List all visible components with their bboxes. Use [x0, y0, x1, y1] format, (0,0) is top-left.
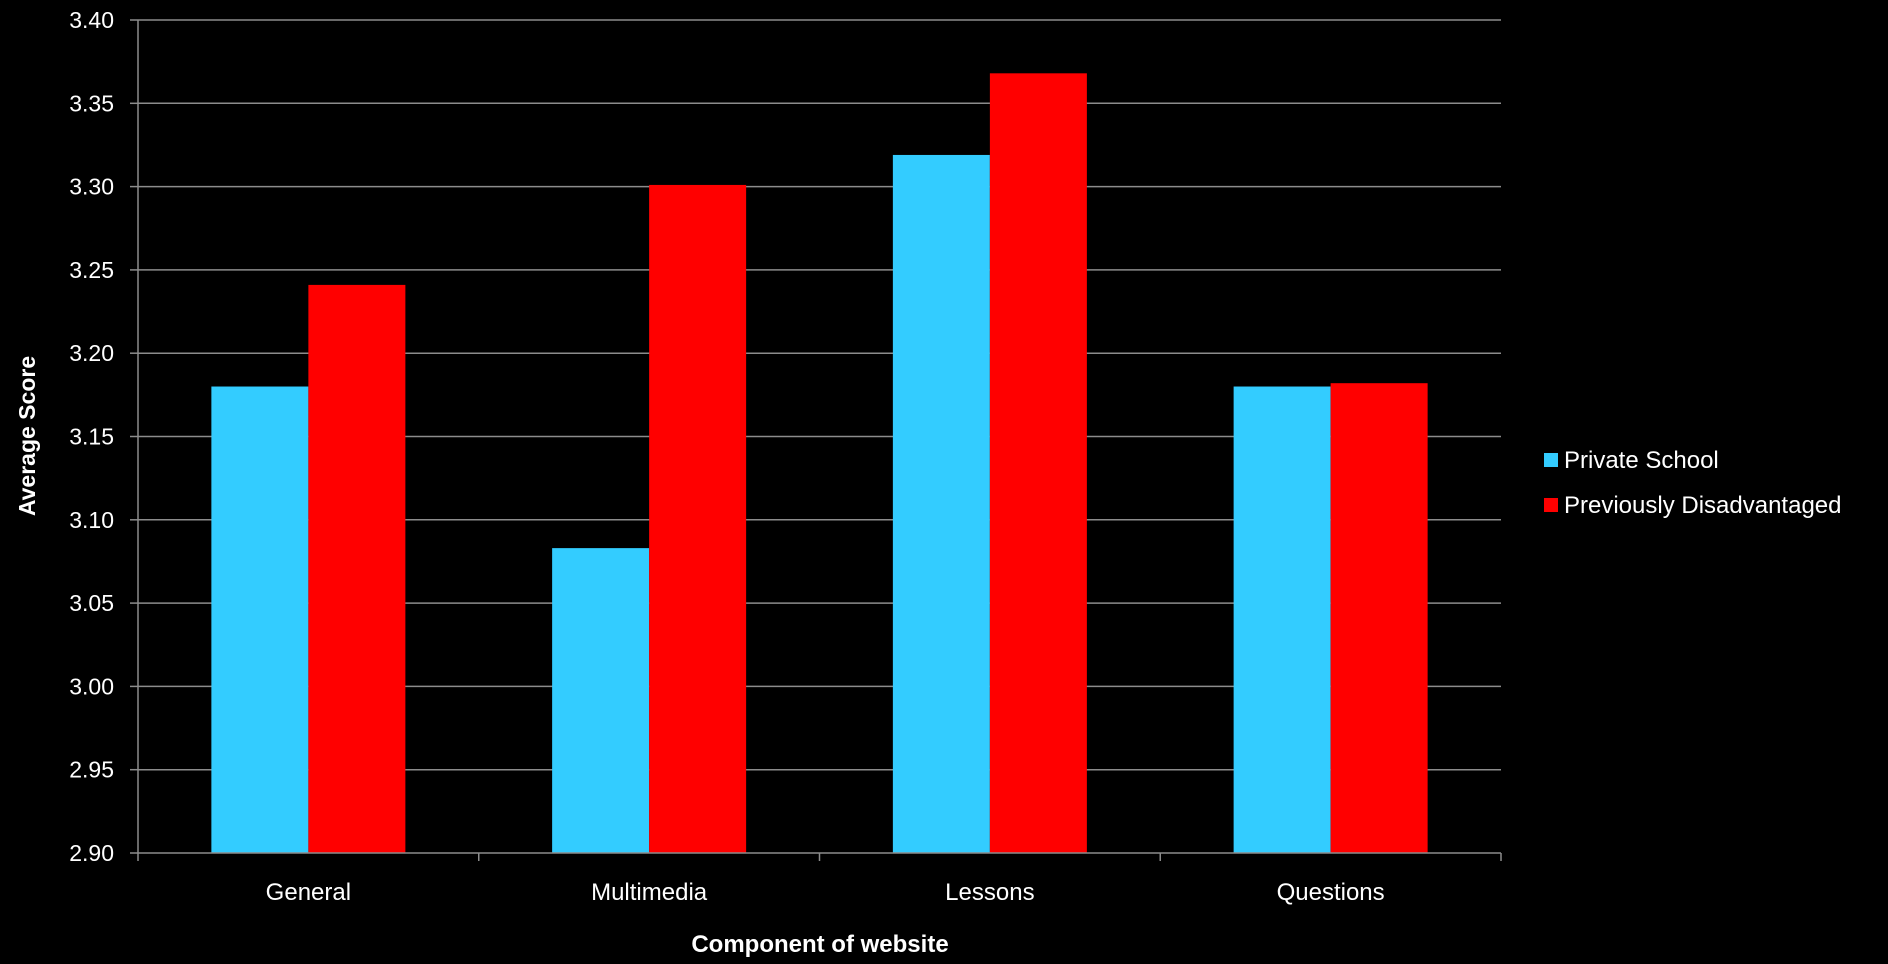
- bar: [211, 386, 309, 853]
- y-tick-label: 3.10: [69, 507, 114, 533]
- legend-swatch: [1544, 498, 1558, 512]
- y-tick-label: 3.30: [69, 174, 114, 200]
- bar: [649, 184, 747, 853]
- bar: [308, 284, 406, 853]
- y-tick-label: 3.20: [69, 340, 114, 366]
- y-tick-label: 2.90: [69, 840, 114, 866]
- x-tick-label: Questions: [1277, 879, 1385, 906]
- legend-label: Previously Disadvantaged: [1564, 492, 1842, 519]
- y-axis-title: Average Score: [14, 356, 40, 516]
- bar: [1330, 383, 1428, 853]
- y-tick-labels: 2.90 2.95 3.00 3.05 3.10 3.15 3.20 3.25 3.30 3.35…: [69, 7, 114, 866]
- y-tick-label: 3.00: [69, 673, 114, 699]
- legend: Private School Previously Disadvantaged: [1544, 447, 1842, 519]
- y-tick-label: 2.95: [69, 757, 114, 783]
- bars: [211, 73, 1428, 854]
- legend-swatch: [1544, 453, 1558, 467]
- bar: [989, 73, 1087, 853]
- legend-label: Private School: [1564, 447, 1719, 474]
- y-tick-label: 3.35: [69, 90, 114, 116]
- y-tick-label: 3.25: [69, 257, 114, 283]
- x-tick-label: Multimedia: [591, 879, 708, 906]
- y-tick-label: 3.15: [69, 424, 114, 450]
- bar: [892, 154, 990, 854]
- y-tick-label: 3.40: [69, 7, 114, 33]
- axes: [130, 19, 1502, 861]
- x-tick-labels: General Multimedia Lessons Questions: [266, 879, 1385, 906]
- bar: [1233, 386, 1331, 853]
- bar: [552, 548, 650, 853]
- x-axis-title: Component of website: [691, 931, 948, 958]
- x-tick-label: Lessons: [945, 879, 1034, 906]
- x-tick-label: General: [266, 879, 351, 906]
- y-tick-label: 3.05: [69, 590, 114, 616]
